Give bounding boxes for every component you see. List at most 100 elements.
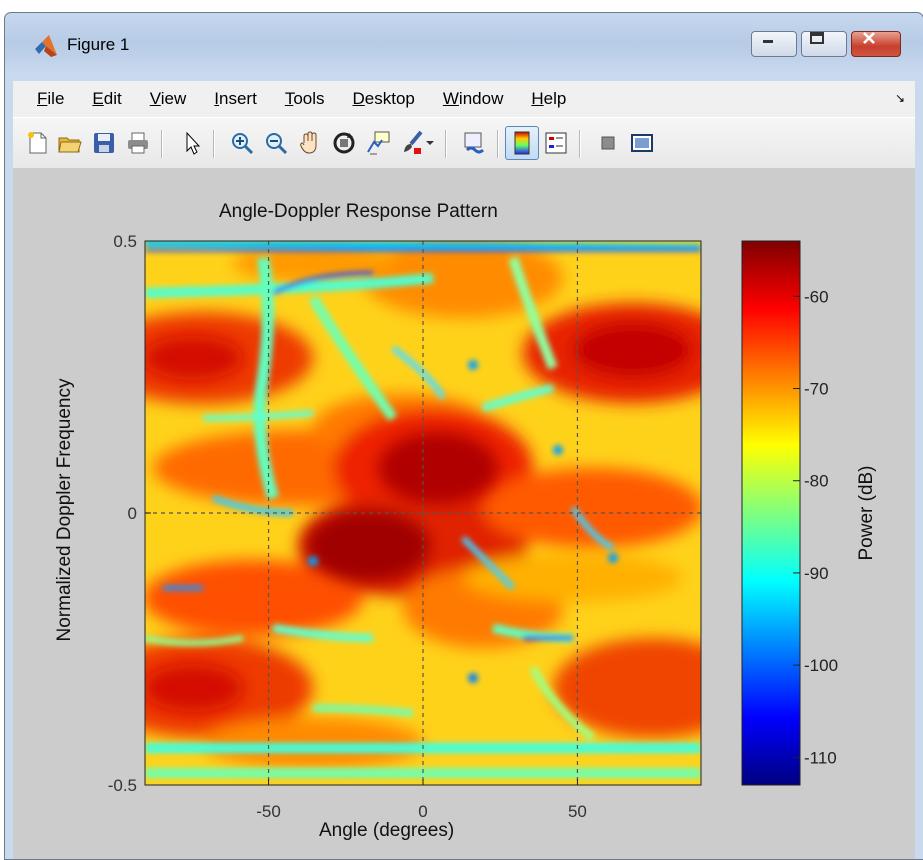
zoom-in-icon [232,133,254,155]
close-button[interactable] [851,31,901,57]
figure-canvas[interactable]: Angle-Doppler Response Pattern [13,168,915,859]
heatmap-image [145,241,701,785]
colorbar-ticks: -60 -70 -80 -90 -100 -110 [793,287,838,767]
edit-plot-button[interactable] [177,128,207,158]
menu-view-mnemonic: V [149,89,161,108]
insert-legend-button[interactable] [541,128,571,158]
brush-icon [404,130,423,154]
data-cursor-button[interactable] [363,128,393,158]
y-tick-label: 0.5 [113,232,137,251]
x-tick-label: 0 [418,802,427,821]
minimize-button[interactable] [751,31,797,57]
matlab-logo-icon [35,35,57,57]
y-tick-label: 0 [128,504,137,523]
show-plot-tools-icon [631,134,653,152]
data-cursor-icon [367,131,390,155]
new-figure-icon [28,132,47,154]
plot-title: Angle-Doppler Response Pattern [219,201,498,222]
save-icon [94,133,114,153]
menu-help-label: elp [543,89,567,108]
figure-window: Figure 1 File Edit View Insert Tools Des… [4,12,923,860]
colorbar-tick-label: -70 [804,380,829,399]
menu-view-label: iew [160,89,187,108]
new-figure-button[interactable] [23,128,53,158]
menu-file-mnemonic: F [37,89,48,108]
brush-dropdown-button[interactable] [423,128,437,158]
show-plot-tools-button[interactable] [627,128,657,158]
heatmap-plot[interactable]: -50 0 50 -0.5 0 0.5 -60 -70 -80 -90 -100 -110 [13,168,915,859]
y-tick-label: -0.5 [108,776,137,795]
zoom-in-button[interactable] [227,128,257,158]
x-axis-label: Angle (degrees) [319,820,455,841]
zoom-out-icon [266,133,288,155]
toolbar-separator [161,130,163,158]
menu-file-label: ile [47,89,65,108]
menu-tools-label: ools [293,89,325,108]
colorbar [741,240,801,786]
print-button[interactable] [123,128,153,158]
chevron-down-icon[interactable]: ↘ [894,91,905,105]
colorbar-tick-label: -110 [804,748,837,767]
minimize-icon [763,40,773,43]
hide-plot-tools-icon [601,136,615,150]
rotate-3d-button[interactable] [329,128,359,158]
toolbar [13,117,915,169]
x-ticks: -50 0 50 [256,779,587,821]
menu-window-mnemonic: W [442,89,459,108]
menu-edit-mnemonic: E [92,89,104,108]
pan-hand-icon [300,131,317,154]
menu-edit[interactable]: Edit [78,89,135,109]
menu-help-mnemonic: H [531,89,544,108]
colorbar-tick-label: -80 [804,472,829,491]
menu-window[interactable]: Window [429,89,517,109]
legend-icon [545,132,567,154]
insert-colorbar-button[interactable] [505,126,539,160]
colorbar-tick-label: -100 [804,656,838,675]
menu-file[interactable]: File [13,89,78,109]
title-bar[interactable]: Figure 1 [5,13,923,79]
x-tick-label: -50 [256,802,281,821]
menu-bar: File Edit View Insert Tools Desktop Wind… [13,81,915,117]
brush-button[interactable] [397,128,427,158]
toolbar-separator [497,130,499,158]
save-button[interactable] [89,128,119,158]
colorbar-tick-label: -60 [804,287,829,306]
edit-plot-arrow-icon [186,131,201,155]
toolbar-separator [445,130,447,158]
menu-desktop[interactable]: Desktop [339,89,429,109]
window-title: Figure 1 [67,35,130,54]
link-plot-icon [464,132,485,154]
menu-window-label: indow [458,89,504,108]
close-icon [863,32,875,44]
menu-edit-label: dit [103,89,122,108]
y-ticks: -0.5 0 0.5 [108,232,151,795]
rotate-3d-icon [333,132,355,154]
colorbar-tick-label: -90 [804,564,829,583]
menu-help[interactable]: Help [517,89,580,109]
brush-dropdown-icon [426,141,434,145]
menu-desktop-mnemonic: D [352,89,365,108]
y-axis-label: Normalized Doppler Frequency [54,378,75,642]
axes-grid [145,241,701,785]
print-icon [128,132,148,154]
toolbar-separator [213,130,215,158]
menu-insert[interactable]: Insert [200,89,271,109]
maximize-icon [810,32,824,44]
link-plot-button[interactable] [459,128,489,158]
menu-tools-mnemonic: T [284,89,294,108]
open-file-button[interactable] [55,128,85,158]
toolbar-separator [579,130,581,158]
open-file-icon [58,137,82,153]
menu-insert-label: nsert [219,89,257,108]
menu-desktop-label: esktop [364,89,415,108]
maximize-button[interactable] [801,31,847,57]
menu-tools[interactable]: Tools [271,89,339,109]
hide-plot-tools-button[interactable] [593,128,623,158]
colorbar-icon [514,131,530,155]
zoom-out-button[interactable] [261,128,291,158]
menu-insert-mnemonic: I [214,89,220,108]
x-tick-label: 50 [568,802,587,821]
pan-button[interactable] [295,128,325,158]
menu-view[interactable]: View [136,89,201,109]
colorbar-label: Power (dB) [856,465,877,561]
